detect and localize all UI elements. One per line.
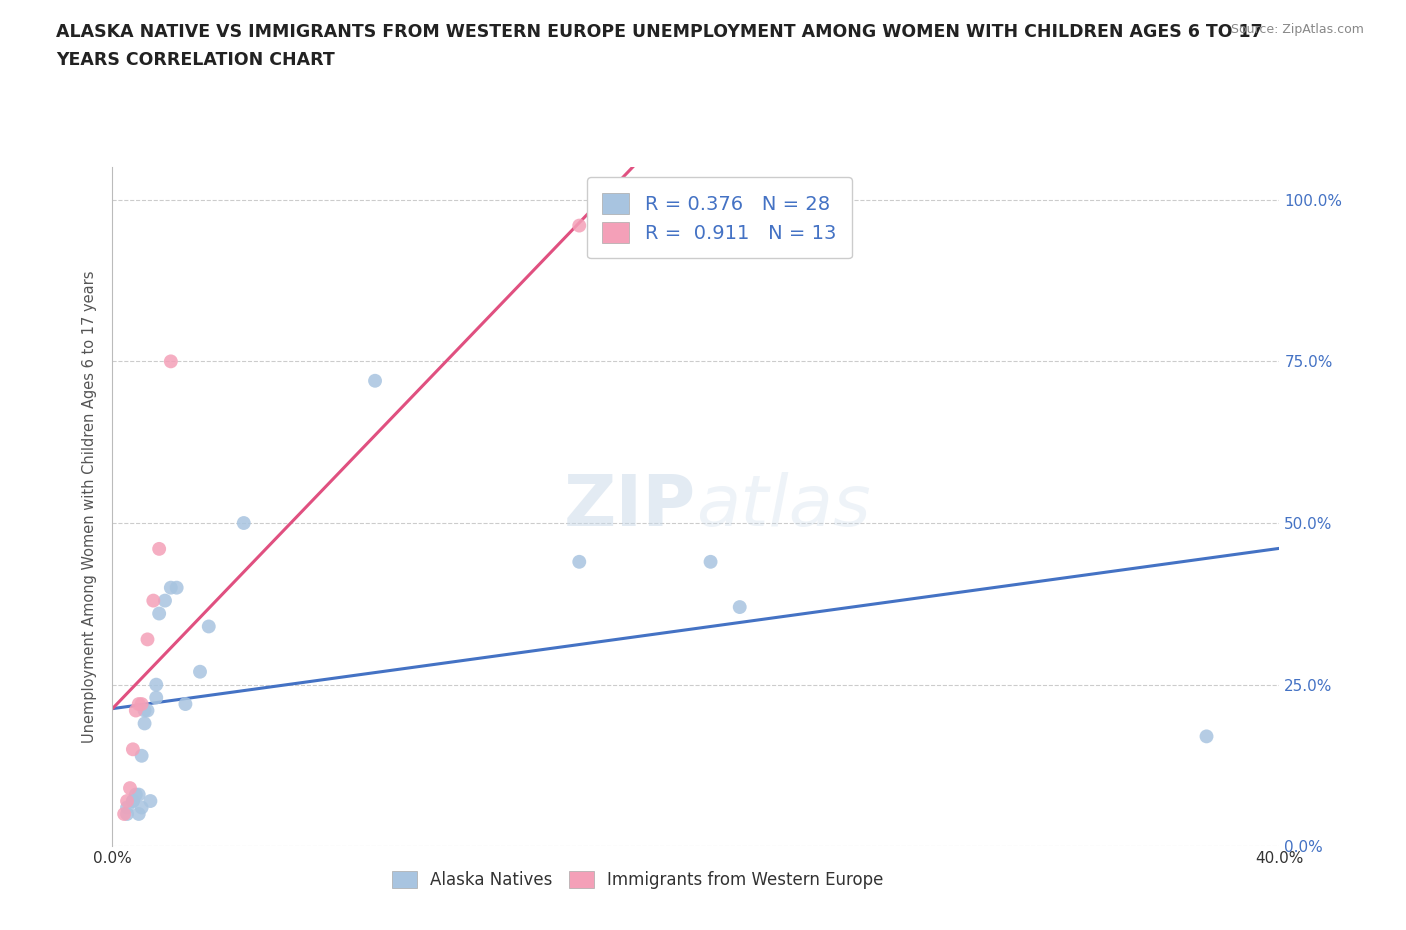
Point: [148, 541, 170, 556]
Point: [232, 515, 254, 530]
Point: [568, 219, 591, 233]
Point: [728, 600, 751, 615]
Point: [598, 219, 620, 233]
Point: [139, 793, 162, 808]
Point: [115, 806, 138, 821]
Point: [125, 787, 148, 802]
Point: [122, 742, 145, 757]
Point: [131, 749, 153, 764]
Point: [160, 354, 183, 369]
Point: [145, 690, 167, 705]
Legend: Alaska Natives, Immigrants from Western Europe: Alaska Natives, Immigrants from Western …: [385, 864, 890, 896]
Point: [131, 800, 153, 815]
Point: [122, 793, 145, 808]
Text: atlas: atlas: [696, 472, 870, 541]
Point: [153, 593, 176, 608]
Point: [128, 697, 150, 711]
Point: [134, 703, 156, 718]
Point: [197, 619, 219, 634]
Point: [188, 664, 211, 679]
Point: [115, 793, 138, 808]
Point: [174, 697, 197, 711]
Point: [136, 703, 159, 718]
Point: [148, 606, 170, 621]
Y-axis label: Unemployment Among Women with Children Ages 6 to 17 years: Unemployment Among Women with Children A…: [82, 271, 97, 743]
Point: [125, 703, 148, 718]
Point: [128, 806, 150, 821]
Text: ALASKA NATIVE VS IMMIGRANTS FROM WESTERN EUROPE UNEMPLOYMENT AMONG WOMEN WITH CH: ALASKA NATIVE VS IMMIGRANTS FROM WESTERN…: [56, 23, 1263, 41]
Point: [122, 793, 145, 808]
Point: [160, 580, 183, 595]
Point: [112, 806, 135, 821]
Point: [128, 787, 150, 802]
Point: [131, 697, 153, 711]
Point: [364, 373, 387, 388]
Point: [568, 554, 591, 569]
Point: [145, 677, 167, 692]
Point: [118, 780, 141, 795]
Point: [699, 554, 721, 569]
Point: [142, 593, 165, 608]
Point: [115, 800, 138, 815]
Text: ZIP: ZIP: [564, 472, 696, 541]
Point: [134, 716, 156, 731]
Text: YEARS CORRELATION CHART: YEARS CORRELATION CHART: [56, 51, 335, 69]
Point: [136, 632, 159, 647]
Point: [1195, 729, 1218, 744]
Text: Source: ZipAtlas.com: Source: ZipAtlas.com: [1230, 23, 1364, 36]
Point: [166, 580, 188, 595]
